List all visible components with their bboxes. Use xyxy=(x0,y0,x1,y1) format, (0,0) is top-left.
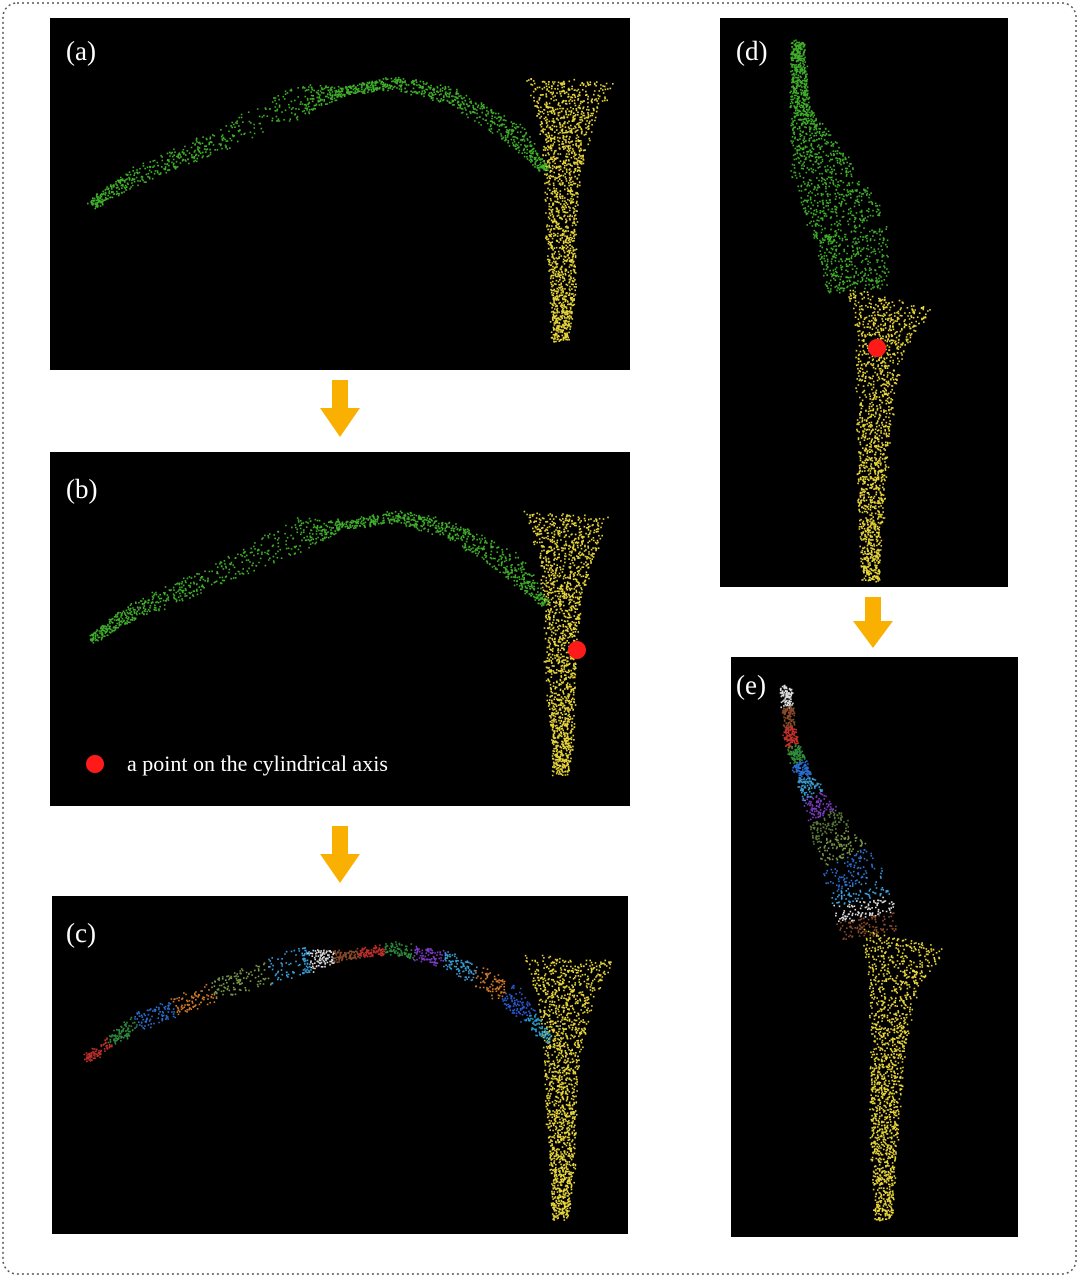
points xyxy=(523,510,609,777)
points xyxy=(357,944,386,958)
arrows xyxy=(320,380,893,883)
point-cloud xyxy=(789,39,890,294)
points xyxy=(170,983,218,1016)
points xyxy=(526,78,614,343)
point-cloud xyxy=(863,928,943,1222)
point-cloud xyxy=(779,684,897,940)
arrow xyxy=(320,826,360,883)
legend-marker xyxy=(86,755,104,773)
points xyxy=(134,1002,177,1030)
point-cloud xyxy=(524,954,612,1221)
points xyxy=(268,947,312,985)
arrow xyxy=(853,597,893,648)
point-cloud xyxy=(526,78,614,343)
points xyxy=(83,1037,113,1063)
points xyxy=(809,809,849,845)
points xyxy=(782,726,799,749)
axis-point xyxy=(868,339,886,357)
points xyxy=(797,777,823,802)
panel-label: (b) xyxy=(66,474,97,504)
axis-point xyxy=(568,641,586,659)
arrow xyxy=(320,380,360,437)
points xyxy=(787,744,806,764)
points xyxy=(833,896,895,922)
points xyxy=(412,945,446,967)
points xyxy=(781,705,796,730)
panel-e xyxy=(731,657,1018,1237)
panel-label: (d) xyxy=(736,36,767,66)
points xyxy=(779,684,794,709)
points xyxy=(107,1016,138,1045)
points xyxy=(801,792,837,822)
points xyxy=(307,949,336,973)
points xyxy=(789,39,890,294)
panel-label: (c) xyxy=(66,918,96,948)
points xyxy=(817,830,867,866)
panel-c xyxy=(52,896,628,1234)
points xyxy=(863,928,943,1222)
points xyxy=(524,954,612,1221)
points xyxy=(332,947,361,963)
panel-label: (e) xyxy=(736,670,766,700)
panel-b xyxy=(50,452,630,806)
points xyxy=(384,941,416,961)
points xyxy=(791,760,812,781)
points xyxy=(823,849,883,892)
panel-label: (a) xyxy=(66,36,96,66)
points xyxy=(501,984,536,1023)
points xyxy=(848,289,931,583)
point-cloud xyxy=(523,510,609,777)
panel-a xyxy=(50,18,630,370)
points xyxy=(525,1013,553,1044)
point-cloud xyxy=(848,289,931,583)
point-cloud xyxy=(83,941,553,1063)
point-clouds xyxy=(83,39,943,1222)
legend-text: a point on the cylindrical axis xyxy=(127,751,388,776)
points xyxy=(475,967,506,1000)
points xyxy=(443,951,478,982)
points xyxy=(211,962,273,1000)
